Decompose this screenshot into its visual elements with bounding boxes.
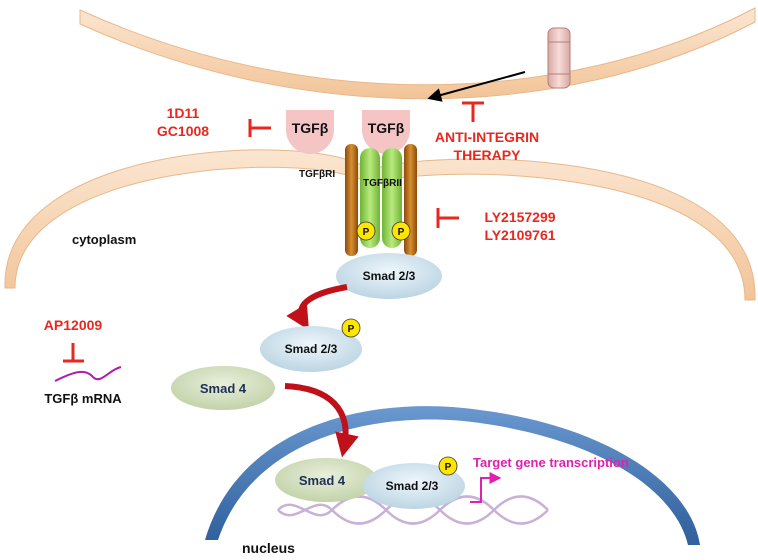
target-gene-transcription-label: Target gene transcription: [473, 455, 629, 470]
inhibitor-ap12009: AP12009: [44, 317, 103, 333]
receptor-phospho-left: P: [357, 222, 375, 240]
inhibition-bar-antibody: [250, 119, 271, 137]
therapy-label: THERAPY: [454, 147, 522, 163]
svg-text:P: P: [348, 324, 355, 335]
tgfbrii-label: TGFβRII: [363, 178, 402, 189]
svg-text:P: P: [363, 227, 370, 238]
cytoplasm-label: cytoplasm: [72, 232, 136, 247]
inhibition-bar-antisense: [63, 343, 84, 361]
svg-text:P: P: [398, 227, 405, 238]
smad23-receptor-label: Smad 2/3: [363, 269, 416, 283]
smad23-phospho-label: Smad 2/3: [285, 342, 338, 356]
anti-integrin-label: ANTI-INTEGRIN: [435, 129, 539, 145]
phosphorylation-arrow: [301, 287, 347, 322]
upper-cell-membrane: [80, 8, 755, 99]
nucleus-label: nucleus: [242, 540, 295, 556]
inhibitor-ly2157299: LY2157299: [484, 209, 555, 225]
smad4-label: Smad 4: [200, 381, 247, 396]
smad23-nuclear-label: Smad 2/3: [386, 479, 439, 493]
tgfb-receptor-complex: [345, 144, 417, 256]
tgfbri-label: TGFβRI: [299, 169, 335, 180]
tgfb-mrna-label: TGFβ mRNA: [44, 391, 122, 406]
smad23-nuclear-phospho-badge: P: [439, 457, 457, 475]
smad23-phospho-badge: P: [342, 319, 360, 337]
tgfb-mrna-strand: [55, 367, 121, 381]
receptor-phospho-right: P: [392, 222, 410, 240]
inhibitor-gc1008: GC1008: [157, 123, 209, 139]
inhibitor-1d11: 1D11: [167, 105, 200, 121]
svg-text:P: P: [445, 462, 452, 473]
smad4-nuclear-label: Smad 4: [299, 473, 346, 488]
inhibition-bar-kinase: [438, 208, 459, 228]
inhibition-bar-integrin: [462, 103, 484, 122]
bound-tgfb-label: TGFβ: [368, 120, 405, 136]
integrin-channel: [548, 28, 570, 88]
free-tgfb-label: TGFβ: [292, 120, 329, 136]
inhibitor-ly2109761: LY2109761: [484, 227, 555, 243]
